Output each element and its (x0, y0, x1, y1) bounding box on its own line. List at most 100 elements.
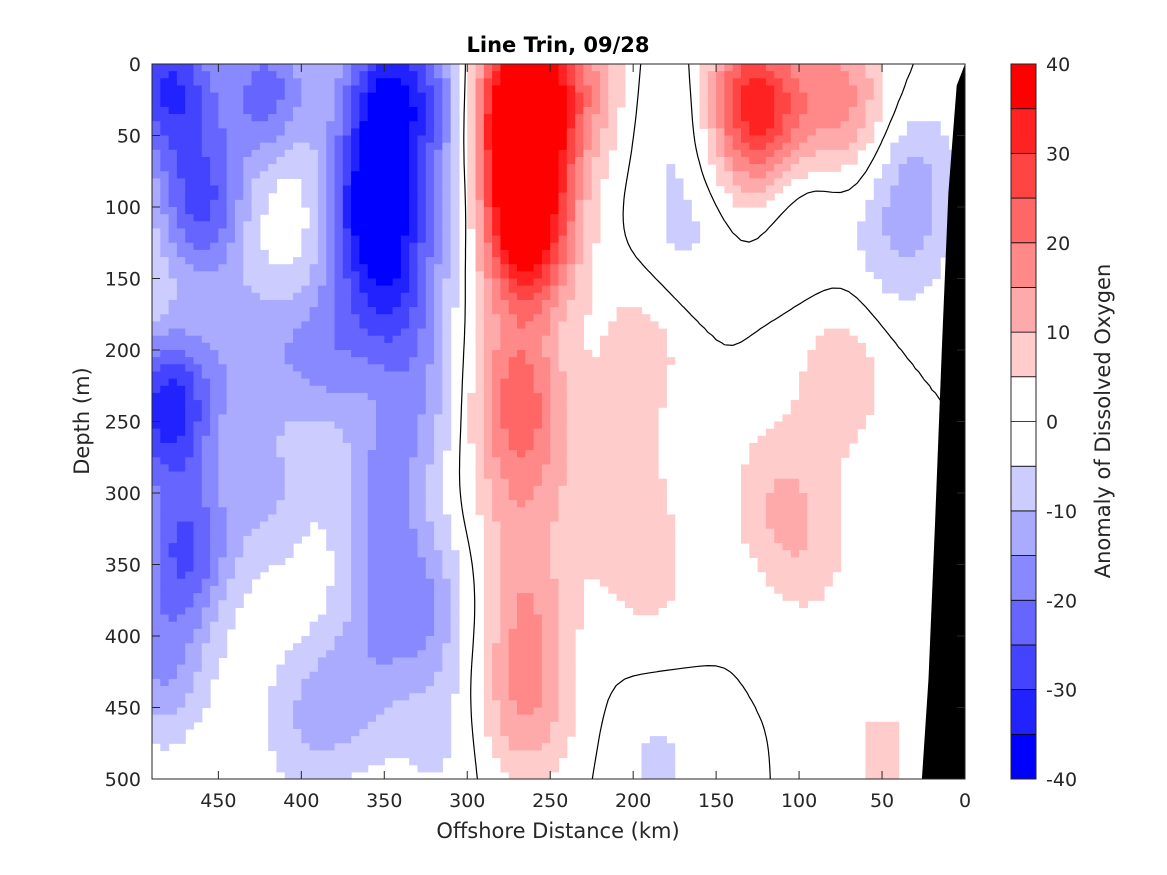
field-cell (666, 199, 676, 208)
field-cell (508, 450, 518, 458)
field-cell (417, 571, 427, 580)
field-cell (425, 85, 435, 94)
field-cell (251, 228, 261, 237)
field-cell (475, 121, 485, 129)
field-cell (301, 149, 311, 158)
field-cell (840, 135, 850, 144)
field-cell (575, 78, 584, 87)
field-cell (691, 221, 701, 230)
field-cell (201, 371, 211, 380)
field-cell (533, 550, 543, 558)
field-cell (384, 235, 394, 244)
field-cell (185, 464, 195, 473)
field-cell (176, 71, 186, 79)
field-cell (176, 521, 186, 530)
field-cell (915, 128, 925, 137)
field-cell (409, 528, 419, 537)
field-cell (541, 171, 551, 179)
field-cell (442, 514, 452, 523)
field-cell (807, 142, 817, 151)
field-cell (848, 106, 858, 115)
field-cell (210, 142, 219, 151)
field-cell (533, 142, 543, 151)
field-cell (351, 528, 360, 537)
field-cell (840, 378, 850, 387)
field-cell (284, 149, 294, 158)
field-cell (334, 478, 344, 487)
field-cell (550, 64, 560, 72)
field-cell (475, 228, 485, 237)
field-cell (757, 485, 767, 494)
field-cell (790, 400, 800, 408)
field-cell (259, 64, 269, 72)
field-cell (923, 221, 933, 230)
field-cell (367, 543, 377, 551)
field-cell (575, 414, 584, 423)
field-cell (384, 342, 394, 351)
field-cell (649, 328, 659, 337)
field-cell (790, 114, 800, 122)
field-cell (541, 457, 551, 465)
field-cell (541, 64, 551, 72)
field-cell (550, 235, 560, 244)
field-cell (633, 521, 643, 530)
field-cell (790, 557, 800, 566)
field-cell (317, 485, 327, 494)
field-cell (392, 485, 402, 494)
field-cell (624, 528, 634, 537)
field-cell (326, 493, 336, 501)
field-cell (193, 92, 203, 101)
field-cell (641, 493, 651, 501)
field-cell (699, 106, 709, 115)
field-cell (940, 156, 950, 165)
field-cell (624, 450, 634, 458)
field-cell (442, 564, 452, 573)
field-cell (492, 385, 502, 394)
field-cell (541, 400, 551, 408)
field-cell (442, 571, 452, 580)
field-cell (533, 464, 543, 473)
field-cell (475, 156, 485, 165)
field-cell (218, 335, 228, 344)
field-cell (799, 528, 808, 537)
field-cell (193, 207, 203, 215)
field-cell (326, 242, 336, 251)
field-cell (392, 85, 402, 94)
field-cell (218, 271, 228, 280)
field-cell (517, 257, 526, 265)
field-cell (218, 528, 228, 537)
field-cell (185, 493, 195, 501)
field-cell (326, 114, 336, 122)
field-cell (442, 135, 452, 144)
field-cell (741, 164, 750, 172)
field-cell (359, 271, 369, 280)
field-cell (259, 528, 269, 537)
field-cell (483, 385, 493, 394)
field-cell (823, 114, 833, 122)
field-cell (608, 571, 618, 580)
field-cell (234, 164, 244, 172)
field-cell (815, 514, 825, 523)
field-cell (375, 378, 385, 387)
field-cell (334, 528, 344, 537)
field-cell (517, 464, 526, 473)
field-cell (633, 392, 643, 401)
field-cell (234, 264, 244, 272)
field-cell (226, 407, 236, 415)
field-cell (375, 585, 385, 594)
field-cell (483, 156, 493, 165)
field-cell (434, 535, 443, 544)
field-cell (674, 228, 684, 237)
field-cell (193, 400, 203, 408)
field-cell (757, 121, 767, 129)
field-cell (442, 442, 452, 451)
field-cell (492, 421, 502, 430)
field-cell (550, 271, 560, 280)
field-cell (541, 407, 551, 415)
field-cell (633, 307, 643, 315)
field-cell (384, 242, 394, 251)
field-cell (591, 178, 601, 187)
field-cell (774, 85, 784, 94)
field-cell (815, 135, 825, 144)
field-cell (301, 114, 311, 122)
